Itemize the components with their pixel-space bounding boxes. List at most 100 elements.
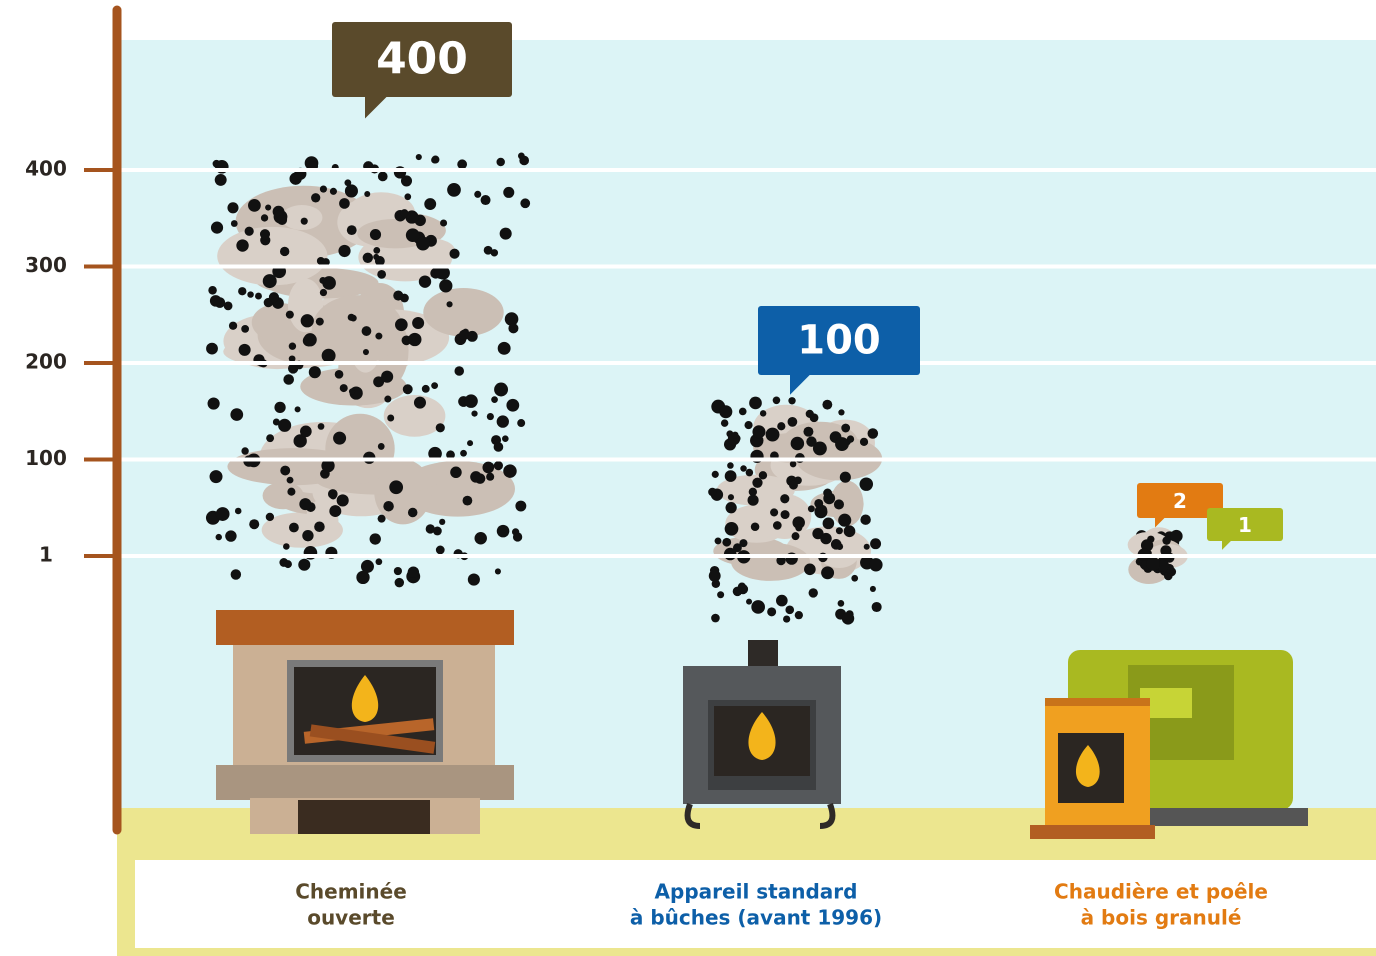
particle <box>870 586 876 592</box>
particle <box>506 399 519 412</box>
particle <box>364 191 370 197</box>
particle <box>496 158 504 166</box>
particle <box>760 410 766 416</box>
particle <box>851 575 858 582</box>
particle <box>211 222 223 234</box>
particle <box>1146 557 1160 571</box>
category-label: à bois granulé <box>1081 906 1242 930</box>
particle <box>370 229 381 240</box>
category-label: Cheminée <box>295 880 407 904</box>
particle <box>378 515 386 523</box>
particle <box>362 326 372 336</box>
particle <box>792 532 800 540</box>
particle <box>840 472 851 483</box>
particle <box>450 467 462 479</box>
particle <box>422 385 430 393</box>
particle <box>746 469 754 477</box>
particle <box>470 471 481 482</box>
fireplace-illustration <box>216 610 514 834</box>
particle <box>748 495 759 506</box>
label-panel <box>135 860 1376 948</box>
particle <box>381 371 393 383</box>
particle <box>733 543 742 552</box>
particle <box>247 291 253 297</box>
particle <box>777 422 785 430</box>
particle <box>733 587 742 596</box>
particle <box>464 394 477 407</box>
particle <box>378 443 385 450</box>
particle <box>740 465 746 471</box>
particle <box>814 499 823 508</box>
particle <box>722 538 731 547</box>
particle <box>328 489 338 499</box>
particle <box>834 499 844 509</box>
particle <box>375 333 382 340</box>
particle <box>515 501 526 512</box>
particle <box>266 513 274 521</box>
y-tick-label: 400 <box>25 157 67 181</box>
particle <box>287 477 294 484</box>
particle <box>286 311 294 319</box>
particle <box>788 397 795 404</box>
particle <box>378 172 388 182</box>
particle <box>749 488 757 496</box>
particle <box>842 612 854 624</box>
particle <box>781 510 790 519</box>
particle <box>375 256 385 266</box>
particle <box>454 366 464 376</box>
particle <box>767 607 776 616</box>
particle <box>230 408 243 421</box>
particle <box>721 419 728 426</box>
particle <box>301 314 314 327</box>
particle <box>508 323 518 333</box>
particle <box>320 289 327 296</box>
particle <box>838 514 851 527</box>
particle <box>749 397 762 410</box>
particle <box>715 537 722 544</box>
particle <box>289 523 299 533</box>
particle <box>373 247 380 254</box>
smoke-puff <box>263 482 304 509</box>
particle <box>208 397 220 409</box>
particle <box>283 543 290 550</box>
particle <box>491 396 498 403</box>
category-label: Appareil standard <box>655 880 858 904</box>
particle <box>289 343 296 350</box>
particle <box>773 397 781 405</box>
callout-value: 400 <box>376 34 468 85</box>
particle <box>280 247 289 256</box>
particle <box>868 428 879 439</box>
particle <box>227 202 238 213</box>
particle <box>330 188 337 195</box>
particle <box>838 409 844 415</box>
particle <box>870 538 881 549</box>
particle <box>376 558 383 565</box>
particle <box>235 508 242 515</box>
particle <box>484 246 493 255</box>
particle <box>348 314 355 321</box>
particle <box>283 374 294 385</box>
particle <box>316 318 324 326</box>
particle <box>248 199 261 212</box>
particle <box>727 462 734 469</box>
particle <box>280 466 290 476</box>
particle <box>383 501 393 511</box>
particle <box>836 543 843 550</box>
particle <box>494 383 508 397</box>
particle <box>439 279 452 292</box>
particle <box>387 415 394 422</box>
particle <box>335 370 344 379</box>
particle <box>450 249 460 259</box>
particle <box>836 527 843 534</box>
particle <box>475 532 487 544</box>
particle <box>752 478 762 488</box>
smoke-puff <box>325 414 394 484</box>
stove-illustration <box>683 640 841 826</box>
particle <box>400 209 408 217</box>
particle <box>208 286 217 295</box>
particle <box>502 435 509 442</box>
particle <box>732 432 739 439</box>
particle <box>795 524 802 531</box>
smoke-puff <box>281 205 322 230</box>
y-tick-label: 200 <box>25 350 67 374</box>
